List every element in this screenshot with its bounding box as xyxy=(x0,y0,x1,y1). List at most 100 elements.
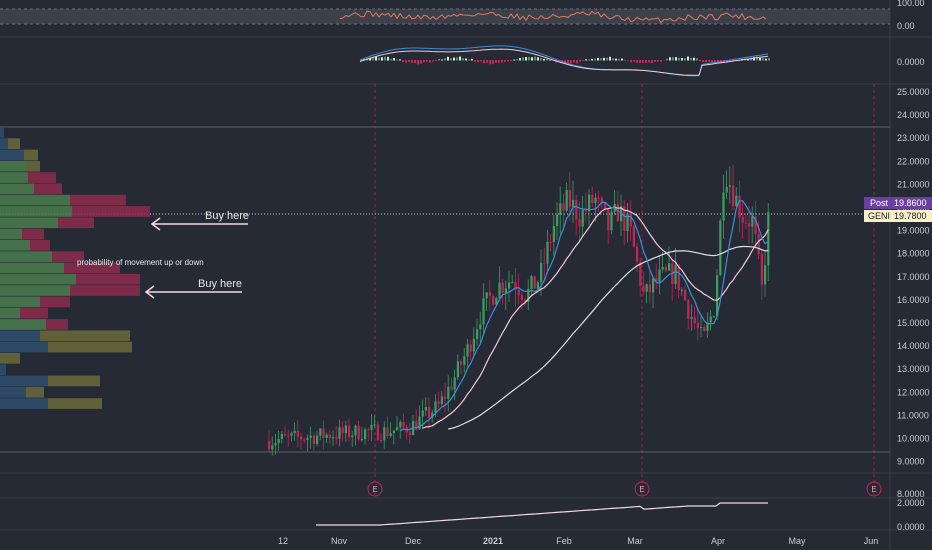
macd-bar xyxy=(600,58,602,61)
candle xyxy=(460,358,463,375)
candle xyxy=(469,339,472,360)
x-label: 2021 xyxy=(483,536,503,546)
macd-bar xyxy=(636,60,638,63)
volume-profile xyxy=(0,127,150,409)
candle xyxy=(389,422,392,438)
macd-bar xyxy=(486,60,488,63)
macd-bar xyxy=(501,60,503,63)
candle xyxy=(664,264,667,273)
macd-bar xyxy=(522,57,524,61)
macd-bar xyxy=(594,58,596,61)
candle xyxy=(741,200,744,239)
candle xyxy=(485,291,488,312)
macd-bar xyxy=(540,57,542,61)
candle xyxy=(296,419,299,448)
x-label: May xyxy=(788,536,806,546)
macd-bar xyxy=(645,60,647,63)
macd-bar xyxy=(663,60,665,61)
moving-average-fast xyxy=(399,199,769,432)
candle xyxy=(703,324,706,332)
candle xyxy=(607,208,610,244)
macd-bar xyxy=(477,60,479,63)
volume-profile-bar xyxy=(40,296,70,308)
volume-tick: 0.0000 xyxy=(897,522,925,532)
candle xyxy=(744,213,747,230)
volume-profile-bar xyxy=(8,138,20,149)
candle xyxy=(680,287,683,296)
volume-profile-bar xyxy=(0,228,22,240)
volume-profile-bar xyxy=(0,296,40,308)
candle xyxy=(280,431,283,444)
candle xyxy=(501,279,504,305)
volume-profile-bar xyxy=(48,398,102,409)
price-tick: 21.0000 xyxy=(897,179,930,189)
bottom-indicator-line xyxy=(316,502,768,526)
price-tick: 13.0000 xyxy=(897,364,930,374)
earnings-marker[interactable]: E xyxy=(367,481,383,497)
candle xyxy=(693,306,696,330)
candle xyxy=(552,214,555,256)
candle xyxy=(351,430,354,447)
candle xyxy=(760,248,763,300)
candle xyxy=(648,270,651,304)
volume-profile-bar xyxy=(22,228,44,240)
macd-bar xyxy=(585,59,587,61)
rsi-line xyxy=(339,10,767,24)
candle xyxy=(508,270,511,303)
macd-bar xyxy=(369,58,371,61)
volume-profile-bar xyxy=(34,183,62,195)
macd-bar xyxy=(570,60,572,64)
macd-bar xyxy=(678,57,680,61)
candle xyxy=(661,251,664,273)
candle xyxy=(456,354,459,381)
macd-bar xyxy=(447,56,449,61)
volume-profile-bar xyxy=(0,251,52,262)
macd-bar xyxy=(711,60,713,63)
price-ticks: 25.000024.000023.000022.000021.000020.00… xyxy=(897,87,930,467)
volume-profile-bar xyxy=(0,330,40,342)
macd-bar xyxy=(621,58,623,61)
earnings-marker[interactable]: E xyxy=(634,481,650,497)
macd-bar xyxy=(519,58,521,61)
candle xyxy=(498,266,501,302)
candle xyxy=(728,166,731,204)
macd-bar xyxy=(687,56,689,61)
candle xyxy=(626,203,629,243)
volume-profile-bar xyxy=(0,183,34,195)
candle xyxy=(642,272,645,296)
candle xyxy=(540,249,543,296)
earnings-marker[interactable]: E xyxy=(866,481,882,497)
volume-profile-bar xyxy=(24,149,38,161)
candle xyxy=(338,419,341,447)
price-tick: 9.0000 xyxy=(897,457,925,467)
candle xyxy=(284,425,287,437)
candle xyxy=(306,434,309,452)
macd-bar xyxy=(456,57,458,61)
candle xyxy=(463,348,466,373)
candle xyxy=(748,205,751,244)
x-label: Feb xyxy=(556,536,572,546)
candle xyxy=(559,186,562,235)
macd-bar xyxy=(681,57,683,61)
macd-bar xyxy=(489,60,491,65)
macd-bar xyxy=(471,58,473,61)
macd-bar xyxy=(639,60,641,63)
macd-bar xyxy=(675,57,677,61)
volume-profile-bar xyxy=(0,194,70,206)
macd-bar xyxy=(516,59,518,61)
candle xyxy=(482,283,485,336)
svg-text:E: E xyxy=(372,485,377,494)
earnings-markers: E E E xyxy=(367,481,882,497)
volume-profile-bar xyxy=(0,386,26,398)
macd-bar xyxy=(573,60,575,63)
candle xyxy=(450,377,453,392)
candle xyxy=(504,280,507,311)
candle xyxy=(623,199,626,246)
candle xyxy=(517,273,520,305)
svg-text:E: E xyxy=(639,485,644,494)
candle xyxy=(325,432,328,443)
candle xyxy=(380,432,383,444)
x-label: Jun xyxy=(864,536,879,546)
x-label: Dec xyxy=(405,536,422,546)
volume-profile-bar xyxy=(20,307,48,319)
